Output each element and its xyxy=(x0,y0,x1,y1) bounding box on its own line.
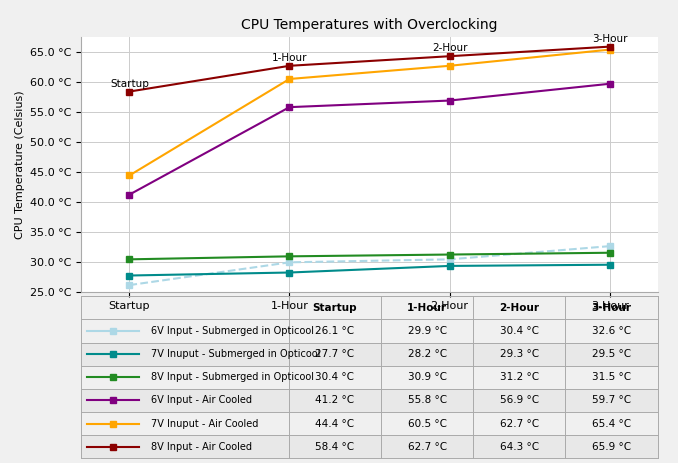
Y-axis label: CPU Temperature (Celsius): CPU Temperature (Celsius) xyxy=(15,90,24,239)
6V Input - Air Cooled xyxy=(125,192,134,197)
7V Inuput - Air Cooled xyxy=(125,173,134,178)
Line: 8V Input - Submerged in Opticool: 8V Input - Submerged in Opticool xyxy=(127,250,612,262)
Text: 29.3 °C: 29.3 °C xyxy=(500,349,539,359)
Text: 27.7 °C: 27.7 °C xyxy=(315,349,355,359)
6V Input - Air Cooled xyxy=(605,81,614,87)
Text: 31.2 °C: 31.2 °C xyxy=(500,372,539,382)
Text: 41.2 °C: 41.2 °C xyxy=(315,395,355,406)
Text: 44.4 °C: 44.4 °C xyxy=(315,419,355,429)
Text: 3-Hour: 3-Hour xyxy=(592,34,627,44)
Text: 64.3 °C: 64.3 °C xyxy=(500,442,539,452)
7V Inuput - Submerged in Opticool xyxy=(125,273,134,278)
Line: 8V Input - Air Cooled: 8V Input - Air Cooled xyxy=(127,44,612,94)
Text: 30.4 °C: 30.4 °C xyxy=(500,326,539,336)
Text: 26.1 °C: 26.1 °C xyxy=(315,326,355,336)
Text: 2-Hour: 2-Hour xyxy=(500,303,539,313)
Text: 7V Inuput - Air Cooled: 7V Inuput - Air Cooled xyxy=(151,419,258,429)
7V Inuput - Air Cooled xyxy=(605,47,614,52)
Text: 59.7 °C: 59.7 °C xyxy=(592,395,631,406)
8V Input - Air Cooled xyxy=(445,53,454,59)
Line: 6V Input - Submerged in Opticool: 6V Input - Submerged in Opticool xyxy=(127,244,612,288)
8V Input - Submerged in Opticool xyxy=(605,250,614,256)
Text: 32.6 °C: 32.6 °C xyxy=(592,326,631,336)
Text: 31.5 °C: 31.5 °C xyxy=(592,372,631,382)
6V Input - Air Cooled xyxy=(285,104,294,110)
Text: 3-Hour: 3-Hour xyxy=(592,303,631,313)
Text: 29.5 °C: 29.5 °C xyxy=(592,349,631,359)
Text: 8V Input - Submerged in Opticool: 8V Input - Submerged in Opticool xyxy=(151,372,313,382)
7V Inuput - Submerged in Opticool xyxy=(605,262,614,268)
Text: 6V Input - Air Cooled: 6V Input - Air Cooled xyxy=(151,395,252,406)
8V Input - Air Cooled xyxy=(285,63,294,69)
Text: 1-Hour: 1-Hour xyxy=(272,53,307,63)
Text: 62.7 °C: 62.7 °C xyxy=(407,442,447,452)
8V Input - Submerged in Opticool xyxy=(445,252,454,257)
Line: 7V Inuput - Submerged in Opticool: 7V Inuput - Submerged in Opticool xyxy=(127,262,612,278)
Line: 7V Inuput - Air Cooled: 7V Inuput - Air Cooled xyxy=(127,47,612,178)
Text: 6V Input - Submerged in Opticool: 6V Input - Submerged in Opticool xyxy=(151,326,313,336)
Text: 65.4 °C: 65.4 °C xyxy=(592,419,631,429)
7V Inuput - Submerged in Opticool xyxy=(445,263,454,269)
6V Input - Submerged in Opticool xyxy=(605,244,614,249)
Text: 62.7 °C: 62.7 °C xyxy=(500,419,539,429)
8V Input - Air Cooled xyxy=(605,44,614,50)
Text: 1-Hour: 1-Hour xyxy=(407,303,447,313)
8V Input - Air Cooled xyxy=(125,89,134,94)
Text: 30.9 °C: 30.9 °C xyxy=(407,372,447,382)
Bar xyxy=(81,343,658,366)
Text: 28.2 °C: 28.2 °C xyxy=(407,349,447,359)
Text: 56.9 °C: 56.9 °C xyxy=(500,395,539,406)
Text: 65.9 °C: 65.9 °C xyxy=(592,442,631,452)
Text: 58.4 °C: 58.4 °C xyxy=(315,442,355,452)
7V Inuput - Air Cooled xyxy=(445,63,454,69)
Bar xyxy=(81,389,658,412)
8V Input - Submerged in Opticool xyxy=(285,254,294,259)
Bar xyxy=(81,435,658,458)
Text: Startup: Startup xyxy=(313,303,357,313)
Text: 60.5 °C: 60.5 °C xyxy=(407,419,447,429)
Text: 7V Inuput - Submerged in Opticool: 7V Inuput - Submerged in Opticool xyxy=(151,349,320,359)
6V Input - Submerged in Opticool xyxy=(125,282,134,288)
7V Inuput - Submerged in Opticool xyxy=(285,270,294,275)
8V Input - Submerged in Opticool xyxy=(125,257,134,262)
6V Input - Submerged in Opticool xyxy=(285,260,294,265)
Text: 8V Input - Air Cooled: 8V Input - Air Cooled xyxy=(151,442,252,452)
6V Input - Air Cooled xyxy=(445,98,454,103)
Text: 29.9 °C: 29.9 °C xyxy=(407,326,447,336)
6V Input - Submerged in Opticool xyxy=(445,257,454,262)
Title: CPU Temperatures with Overclocking: CPU Temperatures with Overclocking xyxy=(241,18,498,31)
Text: Startup: Startup xyxy=(110,79,149,88)
Text: 30.4 °C: 30.4 °C xyxy=(315,372,355,382)
Text: 2-Hour: 2-Hour xyxy=(432,43,467,53)
7V Inuput - Air Cooled xyxy=(285,76,294,82)
Text: 55.8 °C: 55.8 °C xyxy=(407,395,447,406)
Line: 6V Input - Air Cooled: 6V Input - Air Cooled xyxy=(127,81,612,197)
